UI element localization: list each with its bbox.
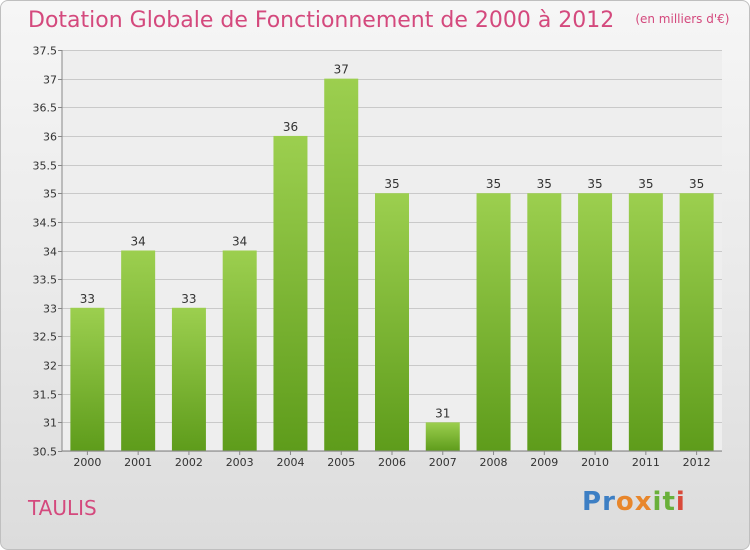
x-tick-label: 2008 (480, 456, 508, 469)
bars (70, 78, 714, 452)
y-tick-label: 35 (43, 188, 57, 201)
y-tick-label: 33.5 (33, 274, 58, 287)
bar (121, 250, 156, 451)
y-tick-label: 36.5 (33, 102, 58, 115)
logo-letter: P (582, 487, 603, 517)
y-tick-label: 34 (43, 246, 57, 259)
y-tick-label: 32 (43, 360, 57, 373)
y-tick-label: 37.5 (33, 45, 58, 58)
x-tick-label: 2012 (683, 456, 711, 469)
logo-letter: x (634, 487, 653, 517)
axis-labels: 30.5 31 31.5 32 32.5 33 33.5 34 34.5 35 35.5 36 36.5… (33, 45, 711, 470)
bar (273, 135, 308, 451)
bar (476, 193, 511, 451)
bar (171, 307, 206, 451)
data-label: 37 (334, 63, 349, 77)
x-tick-label: 2006 (378, 456, 406, 469)
commune-name: TAULIS (28, 496, 97, 520)
y-tick-label: 31.5 (33, 389, 58, 402)
logo-letter: t (662, 487, 676, 517)
proxiti-logo: Proxiti (582, 487, 686, 517)
data-label: 35 (689, 177, 704, 191)
logo-letter: i (675, 487, 686, 517)
logo-letter: i (652, 487, 663, 517)
data-label: 31 (435, 406, 450, 420)
y-tick-label: 34.5 (33, 217, 58, 230)
x-tick-label: 2001 (124, 456, 152, 469)
bar (375, 193, 409, 451)
data-label: 33 (181, 292, 196, 306)
x-tick-label: 2000 (73, 456, 101, 469)
bar (324, 78, 359, 452)
chart-title-text: Dotation Globale de Fonctionnement de 20… (28, 8, 615, 33)
x-tick-label: 2011 (632, 456, 660, 469)
bar (425, 422, 460, 451)
data-label: 35 (587, 177, 602, 191)
logo-letter: o (615, 487, 635, 517)
data-label: 35 (384, 177, 399, 191)
data-label: 34 (131, 235, 146, 249)
data-label: 34 (232, 235, 247, 249)
y-tick-label: 36 (43, 131, 57, 144)
x-tick-label: 2007 (429, 456, 457, 469)
data-label: 33 (80, 292, 95, 306)
x-tick-label: 2004 (276, 456, 304, 469)
y-tick-label: 33 (43, 303, 57, 316)
bar (578, 193, 613, 451)
bar (628, 193, 663, 451)
y-tick-label: 31 (43, 417, 57, 430)
bar (222, 250, 257, 451)
x-tick-label: 2010 (581, 456, 609, 469)
data-label: 35 (537, 177, 552, 191)
x-tick-label: 2003 (226, 456, 254, 469)
logo-letter: r (602, 487, 616, 517)
y-tick-label: 30.5 (33, 446, 58, 459)
chart-unit-label: (en milliers d'€) (635, 12, 730, 26)
bar (527, 193, 562, 451)
y-tick-label: 37 (43, 74, 57, 87)
y-tick-label: 35.5 (33, 160, 58, 173)
x-tick-label: 2002 (175, 456, 203, 469)
chart-title: Dotation Globale de Fonctionnement de 20… (28, 8, 729, 33)
y-tick-label: 32.5 (33, 331, 58, 344)
data-label: 36 (283, 120, 298, 134)
bar (70, 307, 105, 451)
x-tick-label: 2005 (327, 456, 355, 469)
data-label: 35 (638, 177, 653, 191)
data-label: 35 (486, 177, 501, 191)
x-tick-label: 2009 (530, 456, 558, 469)
bar (679, 193, 714, 451)
